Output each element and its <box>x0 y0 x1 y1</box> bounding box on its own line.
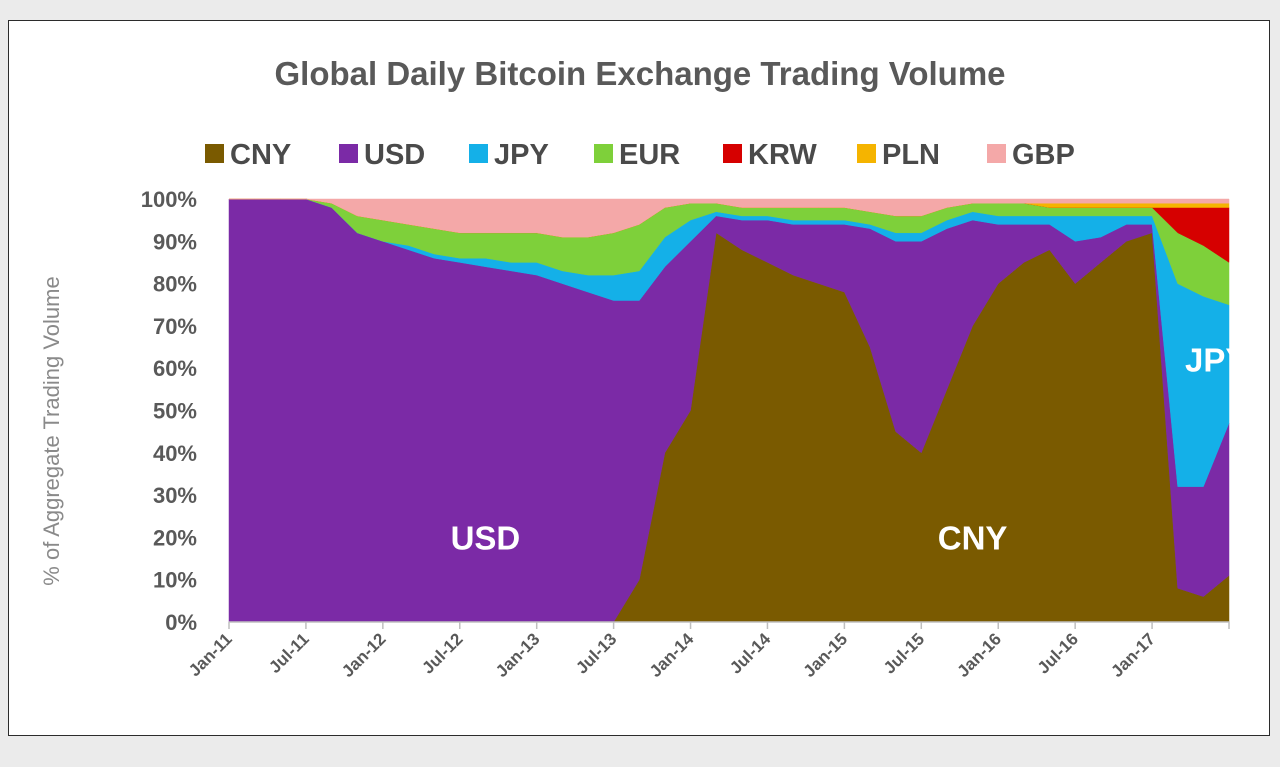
legend-label-pln: PLN <box>882 139 940 171</box>
y-tick-label: 80% <box>153 272 197 297</box>
annotation-usd: USD <box>451 519 521 556</box>
y-tick-label: 90% <box>153 229 197 254</box>
y-tick-label: 10% <box>153 568 197 593</box>
legend-label-krw: KRW <box>748 139 817 171</box>
legend-swatch-jpy <box>469 144 488 163</box>
x-tick-label: Jul-12 <box>418 629 466 677</box>
chart-frame: Global Daily Bitcoin Exchange Trading Vo… <box>8 20 1270 736</box>
x-tick-label: Jul-13 <box>572 629 620 677</box>
x-tick-label: Jul-11 <box>265 629 313 677</box>
legend-label-usd: USD <box>364 139 425 171</box>
legend-swatch-pln <box>857 144 876 163</box>
area-series-gbp <box>229 198 1230 238</box>
x-tick-label: Jan-15 <box>800 629 852 681</box>
y-axis-label: % of Aggregate Trading Volume <box>39 276 64 585</box>
x-tick-label: Jan-16 <box>954 629 1006 681</box>
chart-title: Global Daily Bitcoin Exchange Trading Vo… <box>274 55 1005 92</box>
y-tick-label: 0% <box>165 610 197 635</box>
y-tick-label: 30% <box>153 483 197 508</box>
annotation-cny: CNY <box>938 519 1008 556</box>
x-tick-label: Jan-14 <box>646 629 698 681</box>
legend-label-eur: EUR <box>619 139 680 171</box>
x-tick-label: Jul-14 <box>726 629 775 678</box>
annotation-jpy: JPY <box>1185 342 1247 379</box>
chart-svg: Global Daily Bitcoin Exchange Trading Vo… <box>39 55 1248 681</box>
legend-swatch-cny <box>205 144 224 163</box>
legend-swatch-gbp <box>987 144 1006 163</box>
y-tick-label: 20% <box>153 525 197 550</box>
y-tick-label: 40% <box>153 441 197 466</box>
legend: CNY USD JPY EUR KRW PLN GBP <box>205 139 1075 171</box>
x-tick-label: Jan-12 <box>338 629 390 681</box>
annotations: USD CNY JPY <box>451 342 1248 557</box>
legend-label-gbp: GBP <box>1012 139 1075 171</box>
legend-label-cny: CNY <box>230 139 291 171</box>
legend-swatch-eur <box>594 144 613 163</box>
legend-label-jpy: JPY <box>494 139 549 171</box>
x-tick-label: Jan-17 <box>1107 629 1159 681</box>
plot-area <box>228 198 1230 623</box>
x-tick-label: Jul-16 <box>1034 629 1082 677</box>
y-tick-label: 70% <box>153 314 197 339</box>
y-axis-ticks: 0% 10% 20% 30% 40% 50% 60% 70% 80% 90% 100% <box>141 187 197 635</box>
y-tick-label: 60% <box>153 356 197 381</box>
x-tick-label: Jan-11 <box>185 629 236 680</box>
y-tick-label: 100% <box>141 187 197 212</box>
y-tick-label: 50% <box>153 399 197 424</box>
x-axis: Jan-11 Jul-11 Jan-12 Jul-12 Jan-13 Jul-13 Jan-… <box>185 621 1230 681</box>
legend-swatch-usd <box>339 144 358 163</box>
x-tick-label: Jul-15 <box>880 629 928 677</box>
x-tick-label: Jan-13 <box>492 629 544 681</box>
legend-swatch-krw <box>723 144 742 163</box>
